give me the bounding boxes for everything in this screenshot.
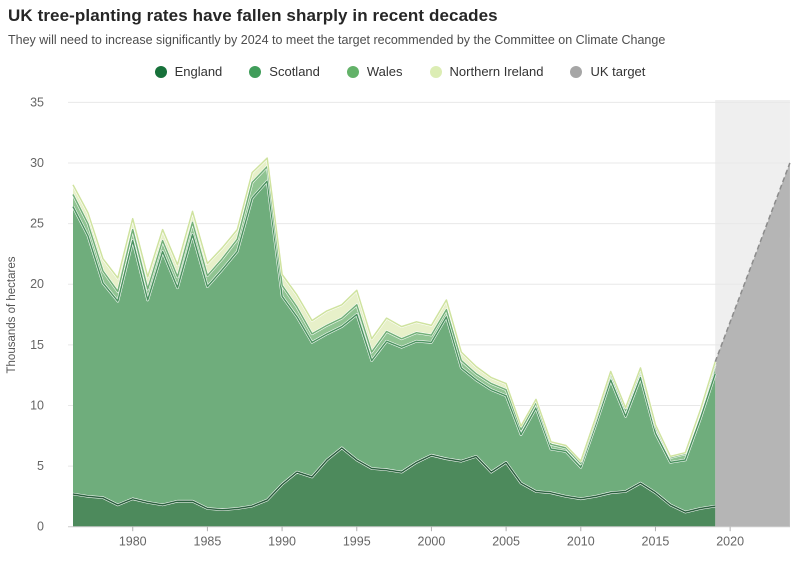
uk-target-area: [715, 162, 790, 527]
legend-item-northern-ireland: Northern Ireland: [429, 64, 544, 79]
uk-target-dashed-line: [714, 162, 791, 363]
svg-text:2000: 2000: [418, 535, 446, 549]
svg-text:20: 20: [30, 277, 44, 291]
legend-item-uk-target: UK target: [570, 64, 645, 79]
legend-dot-icon: [249, 65, 262, 78]
legend-dot-icon: [154, 65, 167, 78]
svg-text:15: 15: [30, 338, 44, 352]
svg-text:35: 35: [30, 95, 44, 109]
y-axis-title: Thousands of hectares: [6, 256, 18, 373]
legend-label: Wales: [366, 64, 403, 79]
y-axis-labels: 0 5 10 15 20 25 30 35: [30, 95, 44, 533]
legend-dot-icon: [570, 65, 583, 78]
svg-text:1985: 1985: [194, 535, 222, 549]
svg-text:2005: 2005: [492, 535, 520, 549]
chart-subtitle: They will need to increase significantly…: [8, 33, 666, 47]
legend-label: UK target: [590, 64, 646, 79]
legend-label: Northern Ireland: [449, 64, 544, 79]
layer-borders: [71, 156, 717, 514]
stacked-area-chart: 1980 1985 1990 1995 2000 2005 2010 2015 20200510…: [6, 95, 791, 549]
chart-area: 1980 1985 1990 1995 2000 2005 2010 2015 2020 0 5 10…: [0, 88, 800, 562]
legend-label: Scotland: [269, 64, 320, 79]
legend-item-scotland: Scotland: [249, 64, 320, 79]
svg-text:0: 0: [37, 520, 44, 534]
svg-text:2020: 2020: [716, 535, 744, 549]
svg-text:5: 5: [37, 459, 44, 473]
svg-text:1990: 1990: [268, 535, 296, 549]
legend-item-wales: Wales: [346, 64, 403, 79]
area-england: [73, 447, 716, 527]
chart-title: UK tree-planting rates have fallen sharp…: [8, 6, 498, 25]
svg-text:25: 25: [30, 217, 44, 231]
legend-dot-icon: [429, 65, 442, 78]
x-axis-ticks: 1980 1985 1990 1995 2000 2005 2010 2015 2020: [119, 526, 744, 549]
svg-text:2015: 2015: [642, 535, 670, 549]
svg-text:2010: 2010: [567, 535, 595, 549]
legend-dot-icon: [346, 65, 359, 78]
svg-text:10: 10: [30, 398, 44, 412]
legend-label: England: [174, 64, 223, 79]
svg-text:1995: 1995: [343, 535, 371, 549]
area-scotland: [73, 181, 716, 513]
legend-item-england: England: [154, 64, 223, 79]
svg-text:30: 30: [30, 156, 44, 170]
legend: England Scotland Wales Northern Ireland UK t…: [0, 64, 800, 79]
svg-text:1980: 1980: [119, 535, 147, 549]
